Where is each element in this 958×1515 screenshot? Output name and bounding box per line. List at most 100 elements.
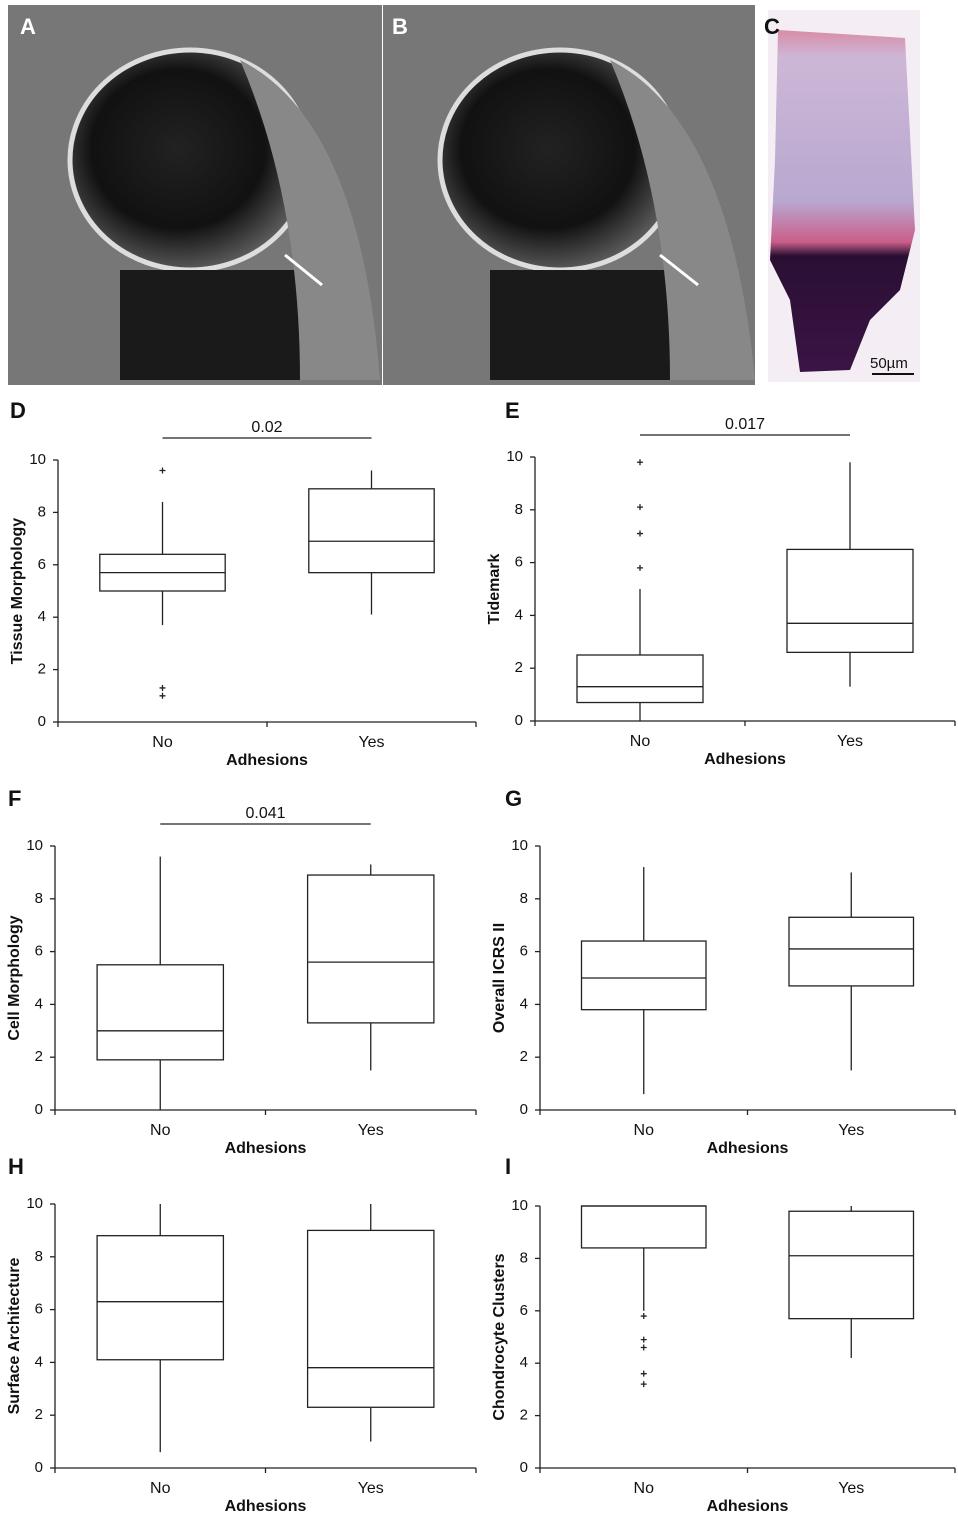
- outlier: [637, 459, 643, 466]
- box: [786, 548, 914, 654]
- y-tick-label: 8: [35, 890, 43, 907]
- panel-label: A: [20, 14, 36, 39]
- y-tick-label: 0: [38, 713, 46, 730]
- y-tick-label: 2: [520, 1048, 528, 1065]
- y-tick-label: 0: [520, 1101, 528, 1118]
- box: [96, 1235, 225, 1361]
- y-tick-label: 6: [35, 1301, 43, 1318]
- outlier: [637, 530, 643, 537]
- outlier: [159, 684, 166, 691]
- y-tick-label: 4: [38, 608, 46, 625]
- x-tick-label: Yes: [838, 1122, 864, 1139]
- y-tick-label: 10: [506, 448, 523, 465]
- y-tick-label: 10: [511, 1197, 528, 1214]
- y-tick-label: 2: [35, 1048, 43, 1065]
- y-tick-label: 0: [520, 1459, 528, 1476]
- x-tick-label: No: [150, 1122, 171, 1139]
- y-tick-label: 10: [26, 837, 43, 854]
- outlier: [640, 1381, 647, 1388]
- y-tick-label: 6: [520, 1302, 528, 1319]
- significance-label: 0.041: [245, 805, 285, 822]
- outlier: [640, 1336, 647, 1343]
- y-tick-label: 2: [515, 659, 523, 676]
- x-axis-label: Adhesions: [225, 1498, 307, 1515]
- outlier: [637, 564, 643, 571]
- y-axis-label: Tissue Morphology: [9, 518, 26, 664]
- significance-label: 0.02: [251, 419, 282, 436]
- x-axis-label: Adhesions: [225, 1140, 307, 1157]
- histology-image-c: [768, 10, 920, 382]
- y-tick-label: 2: [520, 1407, 528, 1424]
- outlier: [159, 692, 166, 699]
- box: [308, 488, 435, 574]
- x-tick-label: No: [634, 1480, 655, 1497]
- x-tick-label: Yes: [838, 1480, 864, 1497]
- y-tick-label: 2: [38, 661, 46, 678]
- box: [788, 1210, 915, 1320]
- outlier: [637, 504, 643, 511]
- outlier: [159, 467, 166, 474]
- y-tick-label: 4: [515, 606, 523, 623]
- y-tick-label: 8: [515, 501, 523, 518]
- y-tick-label: 2: [35, 1406, 43, 1423]
- x-tick-label: Yes: [358, 1122, 384, 1139]
- x-axis-label: Adhesions: [707, 1140, 789, 1157]
- box: [306, 874, 435, 1024]
- y-tick-label: 8: [520, 1249, 528, 1266]
- x-axis-label: Adhesions: [226, 752, 308, 769]
- y-tick-label: 8: [520, 890, 528, 907]
- y-tick-label: 8: [38, 503, 46, 520]
- y-tick-label: 10: [511, 837, 528, 854]
- y-tick-label: 8: [35, 1248, 43, 1265]
- mri-image-a: [8, 5, 382, 385]
- outlier: [640, 1344, 647, 1351]
- x-axis-label: Adhesions: [704, 751, 786, 768]
- scale-bar-label: 50µm: [870, 355, 908, 372]
- box: [96, 964, 225, 1061]
- outlier: [640, 1313, 647, 1320]
- panel-label: H: [8, 1154, 24, 1179]
- outlier: [640, 1370, 647, 1377]
- x-tick-label: No: [630, 733, 651, 750]
- box: [576, 654, 704, 704]
- y-tick-label: 0: [35, 1459, 43, 1476]
- y-tick-label: 10: [26, 1195, 43, 1212]
- y-tick-label: 6: [38, 556, 46, 573]
- y-axis-label: Cell Morphology: [6, 915, 23, 1040]
- x-tick-label: No: [634, 1122, 655, 1139]
- y-axis-label: Tidemark: [486, 553, 503, 624]
- y-tick-label: 4: [35, 1353, 43, 1370]
- box: [580, 1205, 707, 1249]
- x-tick-label: Yes: [358, 1480, 384, 1497]
- panel-label: D: [10, 398, 26, 423]
- y-tick-label: 0: [515, 712, 523, 729]
- y-tick-label: 0: [35, 1101, 43, 1118]
- y-tick-label: 4: [520, 995, 528, 1012]
- y-tick-label: 6: [520, 943, 528, 960]
- x-axis-label: Adhesions: [707, 1498, 789, 1515]
- x-tick-label: No: [150, 1480, 171, 1497]
- y-axis-label: Overall ICRS II: [491, 923, 508, 1033]
- y-tick-label: 6: [515, 554, 523, 571]
- y-tick-label: 10: [29, 451, 46, 468]
- x-tick-label: No: [152, 734, 173, 751]
- box: [788, 916, 915, 987]
- panel-label: I: [505, 1154, 511, 1179]
- significance-label: 0.017: [725, 416, 765, 433]
- panel-label: C: [764, 14, 780, 39]
- panel-label: B: [392, 14, 408, 39]
- x-tick-label: Yes: [358, 734, 384, 751]
- y-axis-label: Surface Architecture: [6, 1258, 23, 1415]
- box: [306, 1229, 435, 1408]
- y-axis-label: Chondrocyte Clusters: [491, 1253, 508, 1420]
- box: [580, 940, 707, 1011]
- panel-label: F: [8, 786, 21, 811]
- x-tick-label: Yes: [837, 733, 863, 750]
- y-tick-label: 4: [35, 995, 43, 1012]
- panel-label: E: [505, 398, 520, 423]
- y-tick-label: 6: [35, 943, 43, 960]
- y-tick-label: 4: [520, 1354, 528, 1371]
- panel-label: G: [505, 786, 522, 811]
- mri-image-b: [383, 5, 755, 385]
